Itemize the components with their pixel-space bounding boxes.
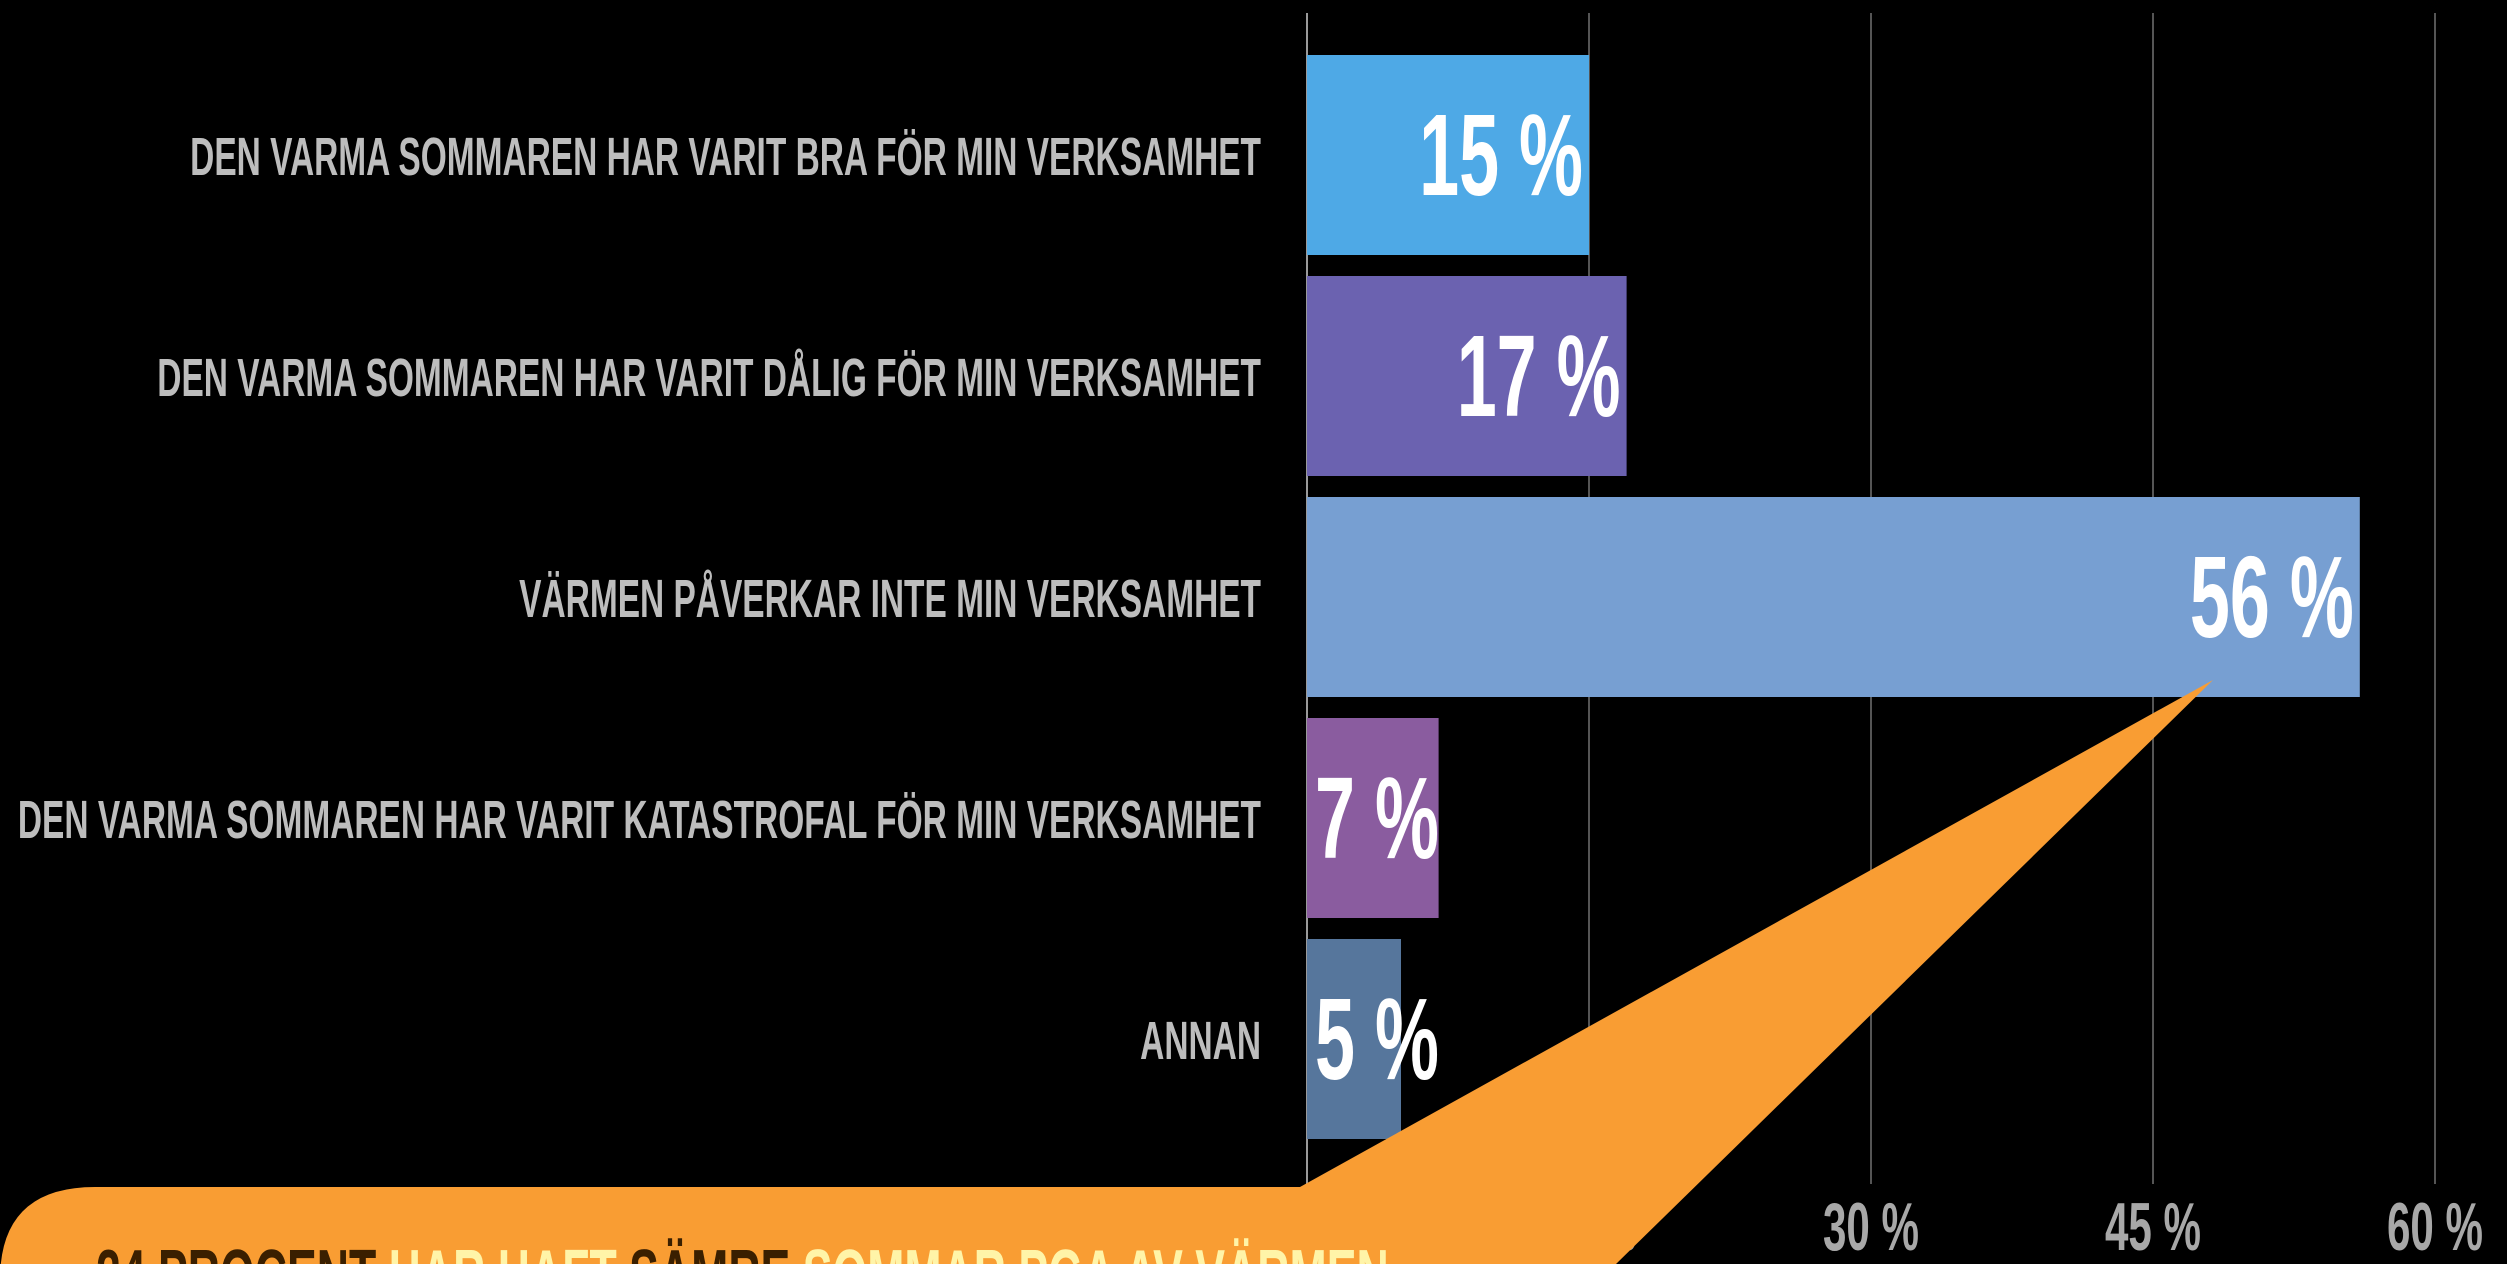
x-tick-label: 45 % [2105, 1189, 2201, 1264]
bar [1307, 939, 1401, 1139]
value-label: 15 % [1419, 92, 1583, 221]
value-label: 56 % [2190, 534, 2354, 663]
callout [0, 680, 2213, 1264]
category-label: DEN VARMA SOMMAREN HAR VARIT DÅLIG FÖR M… [157, 347, 1261, 408]
callout-part: SOMMAR PGA AV VÄRMEN [803, 1235, 1389, 1264]
value-label: 17 % [1457, 313, 1621, 442]
x-tick-label: 60 % [2387, 1189, 2483, 1264]
callout-part: 24 PROCENT [96, 1235, 376, 1264]
callout-part: HAR HAFT [389, 1235, 617, 1264]
callout-text: 24 PROCENT HAR HAFT SÄMRE SOMMAR PGA AV … [96, 1235, 1389, 1264]
bar [1307, 55, 1589, 255]
bar [1307, 718, 1439, 918]
value-label: 5 % [1315, 976, 1439, 1105]
category-label: VÄRMEN PÅVERKAR INTE MIN VERKSAMHET [519, 568, 1261, 629]
value-label: 7 % [1315, 755, 1439, 884]
category-label: DEN VARMA SOMMAREN HAR VARIT KATASTROFAL… [18, 789, 1261, 850]
category-label: DEN VARMA SOMMAREN HAR VARIT BRA FÖR MIN… [190, 126, 1261, 187]
bar [1307, 497, 2360, 697]
x-tick-label: 30 % [1823, 1189, 1919, 1264]
category-label: ANNAN [1140, 1010, 1261, 1071]
bar [1307, 276, 1627, 476]
bars: DEN VARMA SOMMAREN HAR VARIT BRA FÖR MIN… [18, 55, 2360, 1139]
callout-part: SÄMRE [629, 1235, 790, 1264]
